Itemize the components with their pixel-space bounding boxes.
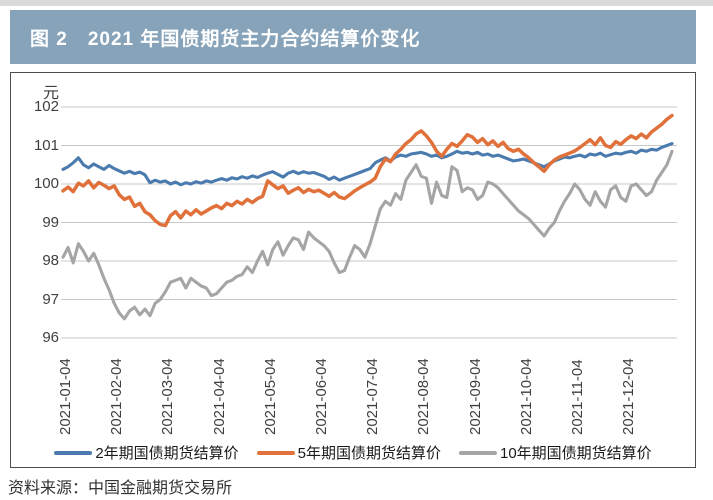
x-tick-label: 2021-03-04 <box>159 358 177 435</box>
legend-swatch-5y-line-icon <box>256 450 295 455</box>
legend-swatch-10y-line-icon <box>459 450 497 455</box>
x-tick-label: 2021-05-04 <box>261 358 279 435</box>
legend-item-10y: 10年期国债期货结算价 <box>459 442 652 463</box>
source-note: 资料来源：中国金融期货交易所 <box>8 480 233 497</box>
y-tick-label: 101 <box>33 136 59 154</box>
chart-area: 元 102 101 100 99 98 97 96 2021-01-04 2021-02-04… <box>10 72 696 468</box>
legend-item-2y: 2年期国债期货结算价 <box>54 442 239 463</box>
legend-label-5y: 5年期国债期货结算价 <box>297 445 441 462</box>
series-line-3 <box>61 149 674 321</box>
x-tick-label: 2021-11-04 <box>569 359 586 435</box>
y-tick-label: 96 <box>42 329 59 346</box>
legend-label-2y: 2年期国债期货结算价 <box>95 445 239 462</box>
x-tick-label: 2021-09-04 <box>466 358 484 435</box>
y-tick-label: 99 <box>42 213 59 231</box>
legend-swatch-2y-line-icon <box>54 450 93 455</box>
y-tick-label: 100 <box>33 175 59 192</box>
x-tick-label: 2021-08-04 <box>415 358 433 435</box>
x-tick-label: 2021-10-04 <box>517 358 535 435</box>
y-axis-unit-label: 元 <box>43 85 60 102</box>
plot-svg <box>61 106 677 339</box>
x-tick-label: 2021-06-04 <box>313 358 330 435</box>
figure-title: 图 2 2021 年国债期货主力合约结算价变化 <box>30 28 421 50</box>
page-top-edge <box>0 0 713 6</box>
x-tick-label: 2021-01-04 <box>57 358 74 435</box>
y-tick-label: 98 <box>42 252 59 269</box>
x-tick-label: 2021-07-04 <box>364 358 382 435</box>
series-line-2 <box>61 113 674 228</box>
legend-label-10y: 10年期国债期货结算价 <box>500 445 652 462</box>
series-line-1 <box>61 142 674 187</box>
x-tick-label: 2021-12-04 <box>620 358 638 435</box>
legend-item-5y: 5年期国债期货结算价 <box>256 442 441 463</box>
figure-title-bar: 图 2 2021 年国债期货主力合约结算价变化 <box>10 10 696 64</box>
legend: 2年期国债期货结算价 5年期国债期货结算价 10年期国债期货结算价 <box>11 442 695 463</box>
x-tick-label: 2021-04-04 <box>210 358 228 435</box>
y-tick-label: 102 <box>33 98 59 115</box>
y-tick-label: 97 <box>42 290 59 308</box>
x-tick-label: 2021-02-04 <box>108 358 126 435</box>
